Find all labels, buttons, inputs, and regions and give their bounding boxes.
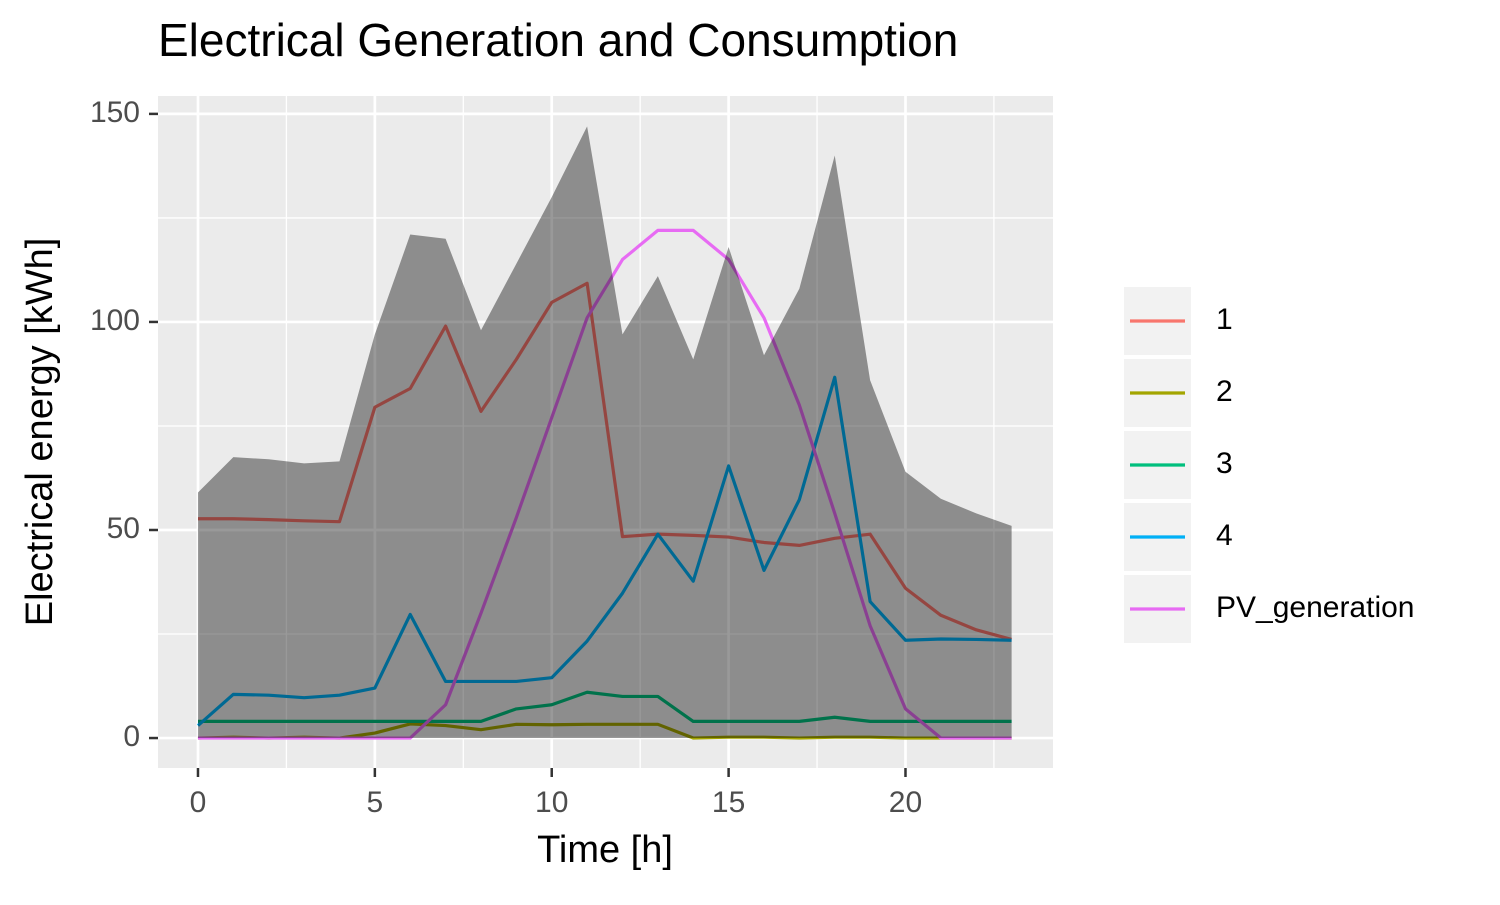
y-tick-label: 150 — [90, 96, 140, 129]
series-line — [197, 228, 1012, 740]
y-axis-title: Electrical energy [kWh] — [19, 238, 61, 627]
chart-title: Electrical Generation and Consumption — [158, 14, 958, 66]
y-tick-label: 50 — [107, 512, 140, 545]
series-line — [197, 281, 1013, 641]
series-line — [197, 690, 1012, 723]
y-tick-label: 0 — [123, 720, 140, 753]
legend-label: 3 — [1216, 447, 1233, 480]
x-tick-label: 10 — [535, 786, 568, 819]
y-tick-label: 100 — [90, 304, 140, 337]
x-tick-label: 0 — [190, 786, 207, 819]
series-line — [196, 375, 1012, 727]
plot-panel — [158, 96, 1053, 768]
consumption-area — [197, 126, 1012, 739]
legend-label: 2 — [1216, 375, 1233, 408]
legend-label: 4 — [1216, 519, 1233, 552]
legend-label: 1 — [1216, 303, 1233, 336]
x-axis-title: Time [h] — [537, 829, 673, 871]
legend-label: PV_generation — [1216, 591, 1415, 624]
x-tick-label: 5 — [367, 786, 384, 819]
x-tick-label: 15 — [712, 786, 745, 819]
x-tick-label: 20 — [889, 786, 922, 819]
